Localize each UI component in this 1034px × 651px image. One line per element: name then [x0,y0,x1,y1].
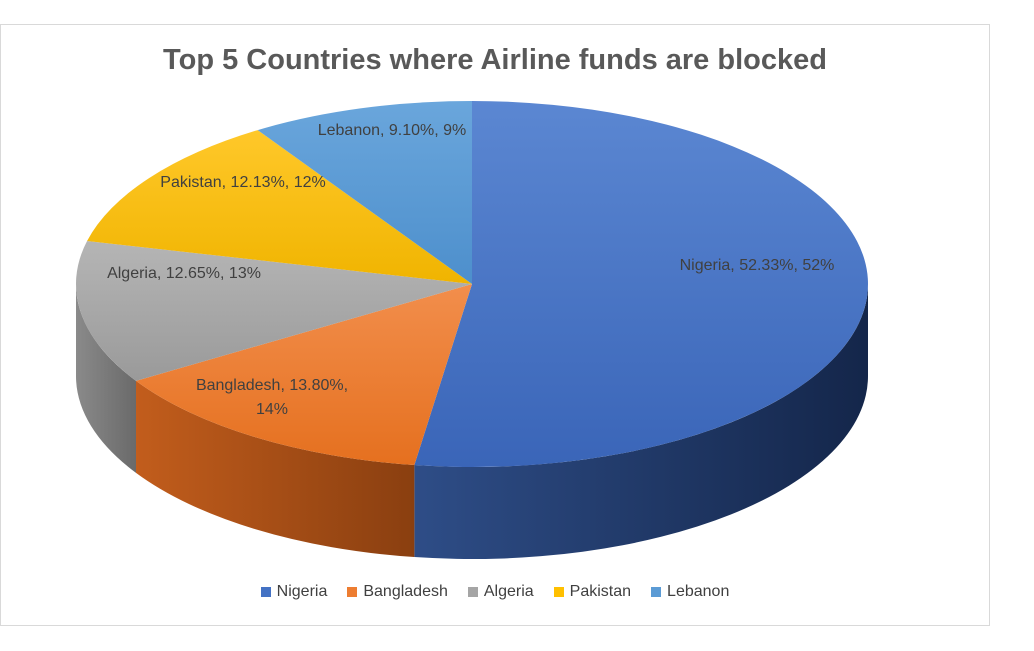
legend-label: Bangladesh [363,583,448,600]
pie-slice-side-nigeria [414,284,868,559]
legend-item-bangladesh: Bangladesh [347,583,448,601]
legend-item-nigeria: Nigeria [260,583,328,601]
legend-swatch-lebanon [651,587,662,597]
data-label-algeria: Algeria, 12.65%, 13% [107,265,261,282]
pie-slice-side-algeria [76,284,137,473]
data-label-bangladesh: Bangladesh, 13.80%, 14% [196,377,348,418]
pie-slice-pakistan [87,130,473,284]
pie-slice-bangladesh [136,284,473,466]
legend-label: Pakistan [569,583,632,600]
chart-title: Top 5 Countries where Airline funds are … [163,44,827,76]
pie-slice-lebanon [257,101,472,284]
legend-label: Algeria [483,583,534,600]
legend-swatch-algeria [467,587,478,597]
pie-slice-nigeria [414,101,869,467]
pie-slice-algeria [75,241,472,381]
legend-item-pakistan: Pakistan [553,583,632,601]
legend-swatch-pakistan [553,587,564,597]
legend-item-algeria: Algeria [467,583,534,601]
data-label-lebanon: Lebanon, 9.10%, 9% [318,122,467,139]
pie-slice-side-bangladesh [136,380,415,558]
legend-item-lebanon: Lebanon [651,583,729,601]
data-label-pakistan: Pakistan, 12.13%, 12% [160,174,325,191]
legend-swatch-bangladesh [347,587,358,597]
legend-swatch-nigeria [260,587,271,597]
legend-label: Nigeria [276,583,328,600]
legend-label: Lebanon [667,583,730,600]
data-label-nigeria: Nigeria, 52.33%, 52% [680,257,835,274]
chart-legend: Nigeria Bangladesh Algeria Pakistan Lebanon [0,583,990,601]
